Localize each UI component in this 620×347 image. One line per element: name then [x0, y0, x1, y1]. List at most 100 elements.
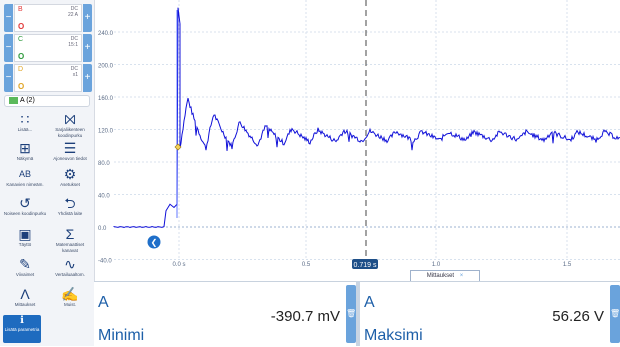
tool-history-label: Noiseen koodinpurku: [3, 211, 47, 216]
channel-c-control: − C DC 15:1 O +: [4, 34, 92, 62]
tool-history[interactable]: ↺ Noiseen koodinpurku: [3, 195, 47, 235]
measurements-tab-label: Mittaukset: [426, 273, 455, 279]
tool-rulers[interactable]: ✎ Viivaimet: [3, 256, 47, 296]
channel-d-coupling-text: DC: [70, 66, 78, 72]
y-tick-label: -40.0: [98, 259, 112, 265]
tool-vehicle-info-label: Ajoneuvon tiedot: [53, 156, 87, 161]
tool-vehicle-info[interactable]: ☰ Ajoneuvon tiedot: [48, 140, 92, 180]
channel-b-range: 22 A: [67, 12, 78, 18]
tool-settings[interactable]: ⚙ Asetukset: [48, 166, 92, 206]
channel-c-plus-button[interactable]: +: [83, 34, 92, 62]
notes-icon: ✍: [61, 286, 79, 302]
channel-b-coupling-text: DC: [70, 6, 78, 12]
channel-a-pill[interactable]: A (2): [4, 95, 90, 107]
measurement-cursor-label[interactable]: 0.719 s: [352, 259, 378, 269]
reference-waveform-icon: ∿: [64, 256, 76, 272]
grid-icon: ∷: [20, 111, 30, 127]
waveform-chart[interactable]: 240.0 200.0 160.0 120.0 80.0 40.0 0.0 -40.0 0.0…: [94, 0, 620, 280]
clipboard-icon: ☰: [63, 140, 77, 156]
delete-measurement-button[interactable]: 🗑: [346, 285, 356, 343]
trigger-marker[interactable]: [174, 143, 182, 151]
tool-connect-device-label: Yhdistä laite: [57, 211, 83, 216]
measurement-channel: A: [364, 294, 375, 311]
tool-measurements[interactable]: Λ Mittaukset: [3, 286, 47, 326]
tool-math-channels-label: Matemaattiset kanavat: [55, 242, 85, 253]
history-icon: ↺: [19, 195, 31, 211]
channel-c-minus-button[interactable]: −: [4, 34, 13, 62]
channel-c-coupling-text: DC: [70, 36, 78, 42]
channel-b-offset-marker: O: [18, 22, 25, 31]
measurement-value: -390.7 mV: [270, 308, 340, 325]
y-tick-label: 120.0: [98, 129, 114, 135]
usb-icon: ⮌: [64, 195, 76, 211]
channel-b-label: B: [18, 6, 23, 13]
x-axis-ticks: 0.0 s 0.5 1.0 1.5: [172, 262, 571, 268]
channel-c-coupling: DC 15:1: [68, 36, 78, 48]
back-arrow-button[interactable]: ❮: [147, 235, 161, 249]
measure-icon: Λ: [20, 286, 30, 302]
layout-icon: ▣: [18, 226, 32, 242]
gear-icon: ⚙: [63, 166, 77, 182]
channel-d-plus-button[interactable]: +: [83, 64, 92, 92]
channel-d-settings[interactable]: D DC x1 O: [14, 64, 82, 92]
info-icon: ℹ: [20, 315, 24, 326]
tool-fill[interactable]: ▣ Täyttö: [3, 226, 47, 266]
tool-serial-decode-label: Sarjaliikenteen koodinpurku: [55, 127, 85, 138]
channel-a-waveform: [113, 7, 620, 229]
measurements-tab[interactable]: Mittaukset ×: [410, 270, 480, 281]
tool-add-parameter-label: Lisätä parametria: [4, 327, 40, 332]
channel-d-offset-marker: O: [18, 82, 25, 91]
channel-b-minus-button[interactable]: −: [4, 4, 13, 32]
sigma-icon: Σ: [65, 226, 75, 242]
tool-view-label: Näkymä: [16, 156, 34, 161]
x-tick-label: 0.0 s: [172, 262, 185, 268]
tool-measurements-label: Mittaukset: [14, 302, 36, 307]
serial-decode-icon: ⨝: [64, 111, 76, 127]
tool-notes[interactable]: ✍ Muist.: [48, 286, 92, 326]
tool-rulers-label: Viivaimet: [15, 272, 35, 277]
channel-b-control: − B DC 22 A O +: [4, 4, 92, 32]
channel-d-minus-button[interactable]: −: [4, 64, 13, 92]
channel-c-settings[interactable]: C DC 15:1 O: [14, 34, 82, 62]
tool-connect-device[interactable]: ⮌ Yhdistä laite: [48, 195, 92, 235]
tool-fill-label: Täyttö: [18, 242, 32, 247]
measurement-name: Maksimi: [364, 327, 423, 344]
measurement-name: Minimi: [98, 327, 145, 344]
channel-a-pill-label: A (2): [20, 97, 35, 104]
tool-channel-names[interactable]: AB Kanavien nimeäm.: [3, 166, 47, 206]
close-icon[interactable]: ×: [459, 273, 464, 279]
tool-reference-waveforms[interactable]: ∿ Vertailuaaltom.: [48, 256, 92, 296]
tool-math-channels[interactable]: Σ Matemaattiset kanavat: [48, 226, 92, 266]
channel-d-label: D: [18, 66, 24, 73]
measurement-card-max[interactable]: A Maksimi 56.26 V 🗑: [360, 281, 620, 347]
delete-measurement-button[interactable]: 🗑: [610, 285, 620, 343]
tool-notes-label: Muist.: [63, 302, 76, 307]
measurement-channel: A: [98, 294, 109, 311]
y-tick-label: 80.0: [98, 161, 110, 167]
pen-icon: ✎: [19, 256, 31, 272]
channel-c-label: C: [18, 36, 24, 43]
channel-c-offset-marker: O: [18, 52, 25, 61]
plot-grid: [114, 0, 620, 260]
y-tick-label: 200.0: [98, 64, 114, 70]
scope-plot-area[interactable]: 240.0 200.0 160.0 120.0 80.0 40.0 0.0 -40.0 0.0…: [94, 0, 620, 280]
tool-add-parameter[interactable]: ℹ Lisätä parametria: [3, 315, 41, 343]
measurement-card-min[interactable]: A Minimi -390.7 mV 🗑: [94, 281, 356, 347]
channel-names-icon: AB: [18, 169, 31, 179]
y-tick-label: 240.0: [98, 31, 114, 37]
x-tick-label: 1.5: [563, 262, 572, 268]
tool-serial-decode[interactable]: ⨝ Sarjaliikenteen koodinpurku: [48, 111, 92, 151]
tool-reference-waveforms-label: Vertailuaaltom.: [55, 272, 85, 277]
card-separator: [356, 281, 360, 346]
channel-d-range: x1: [72, 72, 78, 78]
channel-b-settings[interactable]: B DC 22 A O: [14, 4, 82, 32]
tool-settings-label: Asetukset: [60, 182, 80, 187]
channel-c-range: 15:1: [68, 42, 78, 48]
y-tick-label: 0.0: [98, 226, 107, 232]
tool-add[interactable]: ∷ Lisää...: [3, 111, 47, 151]
channel-a-icon: [9, 97, 18, 104]
channel-b-plus-button[interactable]: +: [83, 4, 92, 32]
tool-view[interactable]: ⊞ Näkymä: [3, 140, 47, 180]
x-tick-label: 0.5: [302, 262, 311, 268]
chevron-left-icon: ❮: [151, 238, 158, 247]
